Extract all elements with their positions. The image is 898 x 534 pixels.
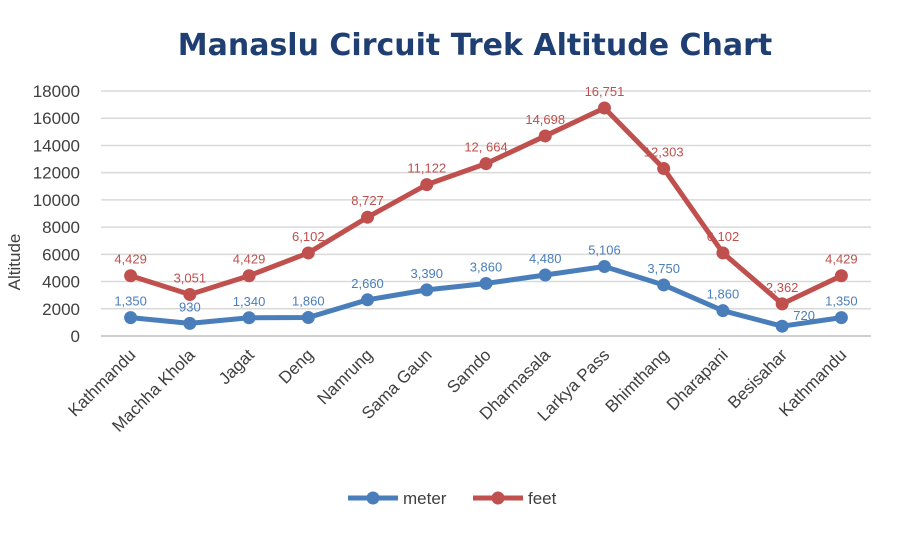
- feet-data-label: 4,429: [825, 252, 858, 267]
- feet-data-label: 14,698: [525, 112, 565, 127]
- y-tick-label: 2000: [42, 300, 80, 319]
- meter-legend-marker: [366, 491, 380, 505]
- feet-point: [597, 101, 611, 115]
- meter-point: [183, 316, 197, 330]
- y-tick-label: 4000: [42, 273, 80, 292]
- y-tick-label: 10000: [33, 191, 80, 210]
- x-tick-label: Dharapani: [663, 345, 732, 414]
- feet-point: [361, 210, 375, 224]
- meter-data-label: 2,660: [351, 276, 384, 291]
- feet-data-label: 16,751: [585, 84, 625, 99]
- feet-data-label: 12,303: [644, 145, 684, 160]
- feet-data-label: 6,102: [292, 229, 325, 244]
- meter-point: [538, 268, 552, 282]
- feet-point: [301, 246, 315, 260]
- feet-point: [657, 162, 671, 176]
- meter-data-label: 1,860: [707, 287, 740, 302]
- y-axis-label: Altitude: [5, 234, 24, 291]
- meter-data-label: 1,350: [114, 294, 147, 309]
- feet-data-label: 4,429: [233, 252, 266, 267]
- feet-data-label: 11,122: [407, 161, 446, 176]
- y-tick-label: 18000: [33, 82, 80, 101]
- feet-data-label: 8,727: [351, 193, 384, 208]
- feet-point: [834, 269, 848, 283]
- meter-point: [657, 278, 671, 292]
- meter-data-label: 720: [793, 308, 815, 323]
- meter-data-label: 930: [179, 299, 201, 314]
- feet-point: [716, 246, 730, 260]
- meter-point: [479, 276, 493, 290]
- meter-point: [834, 311, 848, 325]
- meter-data-label: 5,106: [588, 243, 621, 258]
- meter-legend-label: meter: [403, 489, 447, 508]
- x-tick-label: Deng: [275, 345, 317, 387]
- y-tick-label: 6000: [42, 245, 80, 264]
- feet-data-label: 3,051: [174, 270, 207, 285]
- meter-point: [420, 283, 434, 297]
- feet-data-label: 12, 664: [464, 140, 507, 155]
- meter-point: [124, 311, 138, 325]
- feet-data-label: 4,429: [114, 252, 147, 267]
- y-tick-label: 12000: [33, 164, 80, 183]
- feet-point: [420, 178, 434, 192]
- x-tick-label: Bhimthang: [602, 345, 673, 416]
- meter-data-label: 3,390: [410, 266, 443, 281]
- x-tick-label: Namrung: [313, 345, 376, 408]
- feet-line: [129, 105, 843, 307]
- meter-data-label: 3,860: [470, 259, 503, 274]
- feet-point: [479, 157, 493, 171]
- y-tick-label: 0: [71, 327, 80, 346]
- feet-point: [775, 297, 789, 311]
- meter-point: [301, 310, 315, 324]
- meter-data-label: 1,350: [825, 294, 858, 309]
- feet-data-label: 2,362: [766, 280, 799, 295]
- meter-point: [597, 260, 611, 274]
- meter-data-label: 4,480: [529, 251, 562, 266]
- chart-title: Manaslu Circuit Trek Altitude Chart: [178, 28, 773, 63]
- meter-data-label: 1,860: [292, 293, 325, 308]
- meter-data-label: 1,340: [233, 294, 266, 309]
- meter-point: [775, 319, 789, 333]
- meter-point: [716, 304, 730, 318]
- feet-legend-marker: [491, 491, 505, 505]
- meter-point: [361, 293, 375, 307]
- y-tick-label: 14000: [33, 136, 80, 155]
- meter-point: [242, 311, 256, 325]
- x-tick-label: Samdo: [443, 345, 495, 397]
- feet-data-label: 6,102: [707, 229, 740, 244]
- feet-legend-label: feet: [528, 489, 557, 508]
- feet-point: [242, 269, 256, 283]
- meter-data-label: 3,750: [647, 261, 680, 276]
- feet-point: [183, 287, 197, 301]
- feet-point: [538, 129, 552, 143]
- y-tick-label: 8000: [42, 218, 80, 237]
- x-tick-label: Jagat: [215, 345, 258, 388]
- feet-point: [124, 269, 138, 283]
- y-tick-label: 16000: [33, 109, 80, 128]
